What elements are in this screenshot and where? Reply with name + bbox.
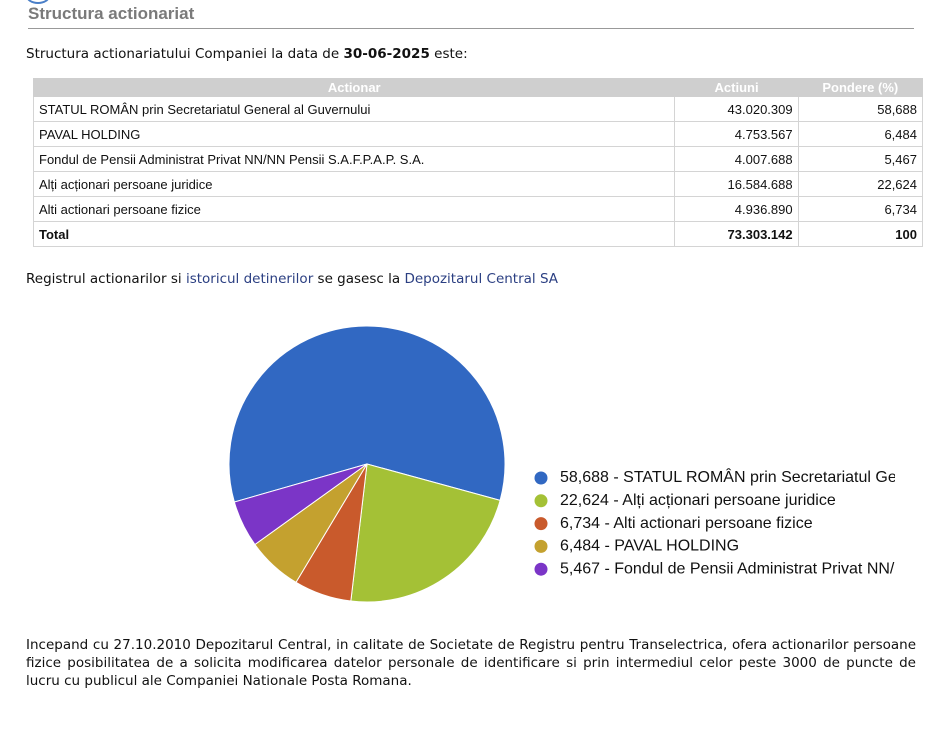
title-rule [28,28,914,29]
pie-slice [233,463,368,546]
table-cell: Alți acționari persoane juridice [32,171,676,197]
table-cell: 6,484 [797,121,924,147]
table-cell: Fondul de Pensii Administrat Privat NN/N… [32,146,676,172]
text: se gasesc la [317,271,401,287]
legend-label: 6,734 - Alti actionari persoane fizice [560,515,813,532]
table-cell: PAVAL HOLDING [32,121,676,147]
table-row: Fondul de Pensii Administrat Privat NN/N… [32,146,924,172]
table-row: Total 73.303.142 100 [32,221,924,247]
header-row: Actionar Actiuni Pondere (%) [32,78,924,97]
table-cell: 4.753.567 [674,121,799,147]
table-cell: Total [32,221,676,247]
table-cell: STATUL ROMÂN prin Secretariatul General … [32,96,676,122]
column-header: Actionar [32,78,676,97]
column-header: Actiuni [674,78,799,97]
table-cell: 6,734 [797,196,924,222]
legend-label: 58,688 - STATUL ROMÂN prin Secretariatul… [560,467,936,486]
table-cell: 22,624 [797,171,924,197]
table-row: STATUL ROMÂN prin Secretariatul General … [32,96,924,122]
link[interactable]: istoricul detinerilor [185,271,314,287]
page-title: Structura actionariat [28,4,195,23]
table-cell: 100 [797,221,924,247]
table-cell: 73.303.142 [674,221,799,247]
legend-marker [534,539,548,553]
table-row: Alti actionari persoane fizice 4.936.890 6… [32,196,924,222]
table-cell: 16.584.688 [674,171,799,197]
legend-marker [534,494,548,508]
slices [228,325,506,603]
table-row: PAVAL HOLDING 4.753.567 6,484 [32,121,924,147]
table-cell: 5,467 [797,146,924,172]
table-cell: 58,688 [797,96,924,122]
legend: 58,688 - STATUL ROMÂN prin Secretariatul… [534,467,936,577]
pie-slice [228,325,506,503]
legend-label: 22,624 - Alți acționari persoane juridic… [560,492,836,509]
legend-marker [534,517,548,531]
column-header: Pondere (%) [797,78,924,97]
legend-label: 6,484 - PAVAL HOLDING [560,538,739,555]
table-cell: 4.936.890 [674,196,799,222]
registry-note: Registrul actionarilor si istoricul deti… [26,271,558,287]
table-row: Alți acționari persoane juridice 16.584.6… [32,171,924,197]
pie-slice [350,463,501,603]
legend-marker [534,471,548,485]
link[interactable]: Depozitarul Central SA [404,271,559,287]
legend-marker [534,562,548,576]
table-cell: 43.020.309 [674,96,799,122]
pie-chart: 58,688 - STATUL ROMÂN prin Secretariatul… [228,325,936,603]
intro-text: este: [434,46,468,62]
footer-text: Incepand cu 27.10.2010 Depozitarul Centr… [26,637,916,689]
intro: Structura actionariatului Companiei la d… [26,46,468,62]
intro-text: Structura actionariatului Companiei la d… [26,46,340,62]
table-cell: Alti actionari persoane fizice [32,196,676,222]
table-cell: 4.007.688 [674,146,799,172]
intro-date: 30-06-2025 [343,46,430,62]
text: Registrul actionarilor si [26,271,182,287]
shareholder-table: Actionar Actiuni Pondere (%) STATUL ROMÂN p… [32,78,924,247]
legend-label: 5,467 - Fondul de Pensii Administrat Pri… [560,560,936,577]
